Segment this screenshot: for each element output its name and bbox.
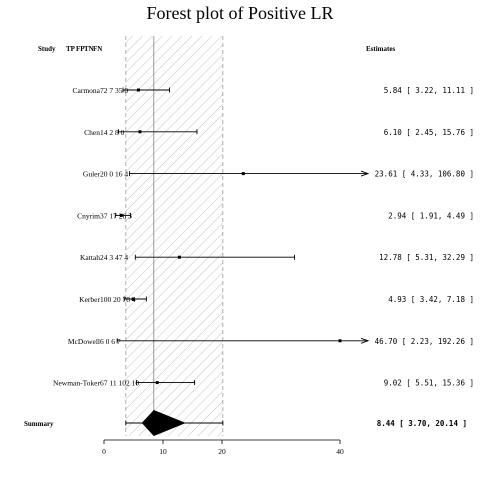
study-label: Newman-Toker bbox=[53, 379, 100, 388]
chart-title: Forest plot of Positive LR bbox=[146, 3, 333, 23]
study-row: Carmona 72 7 35 0 5.84 [ 3.22, 11.11 ] bbox=[73, 86, 475, 95]
point-estimate bbox=[119, 213, 123, 217]
estimate-text: 12.78 [ 5.31, 32.29 ] bbox=[379, 253, 474, 262]
x-tick-label: 10 bbox=[159, 447, 167, 456]
summary-label: Summary bbox=[24, 420, 54, 428]
ci-overflow-arrow bbox=[360, 170, 370, 177]
header-fn: FN bbox=[93, 45, 102, 53]
study-row: Newman-Toker 67 11 102 10 9.02 [ 5.51, 15… bbox=[53, 379, 474, 388]
estimate-text: 23.61 [ 4.33, 106.80 ] bbox=[375, 170, 474, 179]
summary-diamond bbox=[141, 410, 186, 436]
study-row: Guler 20 0 16 4 23.61 [ 4.33, 106.80 ] bbox=[83, 170, 474, 179]
point-estimate bbox=[338, 339, 342, 343]
study-label: McDowell bbox=[68, 337, 100, 346]
point-estimate bbox=[138, 130, 142, 134]
summary-row: Summary 8.44 [ 3.70, 20.14 ] bbox=[24, 410, 467, 436]
header-tp: TP bbox=[66, 45, 76, 53]
study-row: Kattah 24 3 47 4 12.78 [ 5.31, 32.29 ] bbox=[80, 253, 474, 262]
x-tick-label: 20 bbox=[218, 447, 226, 456]
summary-ci-band bbox=[125, 36, 223, 436]
study-counts: 14 2 8 0 bbox=[100, 128, 125, 137]
header-study: Study bbox=[38, 45, 56, 53]
ci-overflow-arrow bbox=[360, 337, 370, 344]
estimate-text: 46.70 [ 2.23, 192.26 ] bbox=[375, 337, 474, 346]
point-estimate bbox=[136, 88, 140, 92]
x-axis: 0 10 20 40 bbox=[102, 439, 344, 456]
point-estimate bbox=[241, 172, 245, 176]
x-tick-label: 0 bbox=[102, 447, 106, 456]
point-estimate bbox=[155, 381, 159, 385]
header-fp: FP bbox=[76, 45, 85, 53]
estimate-text: 4.93 [ 3.42, 7.18 ] bbox=[388, 295, 474, 304]
study-label: Carmona bbox=[73, 86, 101, 95]
study-rows: Carmona 72 7 35 0 5.84 [ 3.22, 11.11 ] Che… bbox=[53, 86, 474, 388]
estimate-text: 6.10 [ 2.45, 15.76 ] bbox=[384, 128, 474, 137]
study-label: Kattah bbox=[80, 253, 100, 262]
study-counts: 20 0 16 4 bbox=[100, 170, 128, 179]
estimate-text: 5.84 [ 3.22, 11.11 ] bbox=[384, 86, 474, 95]
point-estimate bbox=[131, 297, 135, 301]
study-counts: 37 17 26 3 bbox=[100, 211, 132, 220]
study-label: Kerber bbox=[79, 295, 100, 304]
study-label: Guler bbox=[83, 170, 101, 179]
study-counts: 100 20 78 4 bbox=[100, 295, 136, 304]
estimate-text: 2.94 [ 1.91, 4.49 ] bbox=[388, 211, 474, 220]
estimate-text: 9.02 [ 5.51, 15.36 ] bbox=[384, 379, 474, 388]
study-row: McDowell 6 0 6 7 46.70 [ 2.23, 192.26 ] bbox=[68, 337, 474, 346]
study-counts: 6 0 6 7 bbox=[100, 337, 121, 346]
study-label: Cnyrim bbox=[77, 211, 100, 220]
study-row: Cnyrim 37 17 26 3 2.94 [ 1.91, 4.49 ] bbox=[77, 211, 474, 220]
study-row: Kerber 100 20 78 4 4.93 [ 3.42, 7.18 ] bbox=[79, 295, 474, 304]
study-row: Chen 14 2 8 0 6.10 [ 2.45, 15.76 ] bbox=[84, 128, 474, 137]
study-counts: 24 3 47 4 bbox=[100, 253, 128, 262]
study-label: Chen bbox=[84, 128, 100, 137]
header-estimates: Estimates bbox=[366, 45, 395, 53]
study-counts: 72 7 35 0 bbox=[100, 86, 128, 95]
study-counts: 67 11 102 10 bbox=[100, 379, 139, 388]
x-tick-label: 40 bbox=[336, 447, 344, 456]
header-tn: TN bbox=[84, 45, 94, 53]
point-estimate bbox=[177, 255, 181, 259]
summary-estimate-text: 8.44 [ 3.70, 20.14 ] bbox=[377, 419, 467, 428]
